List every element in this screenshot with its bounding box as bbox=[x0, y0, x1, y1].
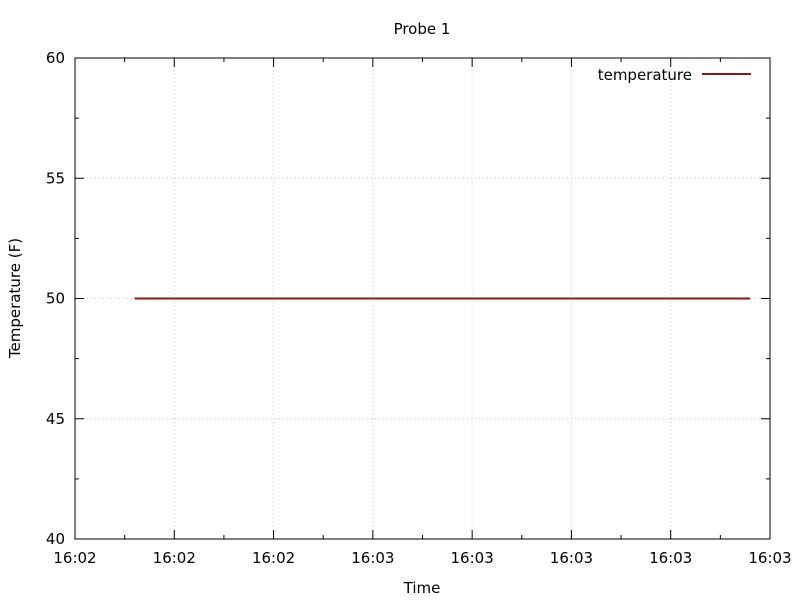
x-tick-label: 16:03 bbox=[748, 549, 791, 567]
x-tick-label: 16:02 bbox=[53, 549, 96, 567]
legend: temperature bbox=[598, 66, 751, 84]
y-tick-label: 60 bbox=[46, 49, 65, 67]
x-tick-label: 16:03 bbox=[451, 549, 494, 567]
x-tick-label: 16:03 bbox=[550, 549, 593, 567]
y-tick-label: 45 bbox=[46, 410, 65, 428]
chart-title: Probe 1 bbox=[394, 20, 451, 38]
axis-ticks: 40 45 50 55 60 16:02 16:02 16:02 16:03 16:03 16:03… bbox=[46, 49, 792, 567]
x-tick-label: 16:03 bbox=[351, 549, 394, 567]
y-tick-label: 55 bbox=[46, 169, 65, 187]
plot-frame bbox=[74, 57, 771, 540]
legend-label-temperature: temperature bbox=[598, 66, 692, 84]
x-tick-label: 16:03 bbox=[649, 549, 692, 567]
x-axis-title: Time bbox=[403, 579, 441, 597]
y-axis-title: Temperature (F) bbox=[6, 238, 24, 359]
x-tick-label: 16:02 bbox=[153, 549, 196, 567]
y-tick-label: 50 bbox=[46, 290, 65, 308]
x-tick-label: 16:02 bbox=[252, 549, 295, 567]
y-tick-label: 40 bbox=[46, 530, 65, 548]
